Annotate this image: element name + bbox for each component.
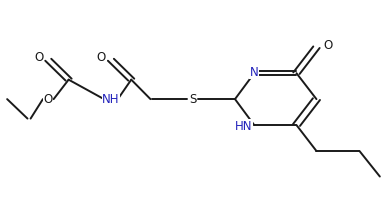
Text: S: S bbox=[189, 93, 197, 106]
Text: O: O bbox=[97, 51, 106, 64]
Text: HN: HN bbox=[235, 120, 252, 133]
Text: O: O bbox=[44, 93, 53, 106]
Text: O: O bbox=[324, 39, 332, 51]
Text: O: O bbox=[34, 51, 43, 64]
Text: N: N bbox=[250, 66, 259, 79]
Text: NH: NH bbox=[102, 93, 120, 106]
